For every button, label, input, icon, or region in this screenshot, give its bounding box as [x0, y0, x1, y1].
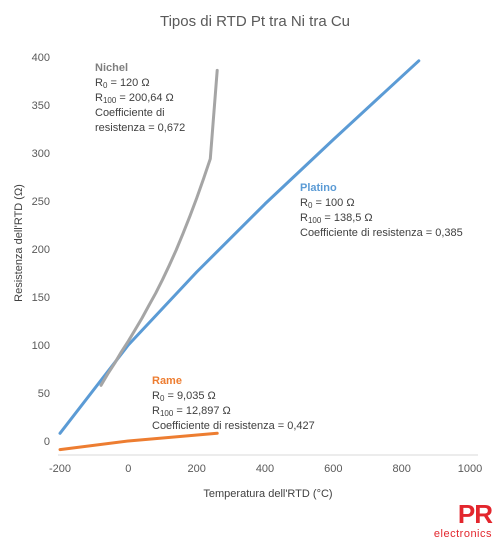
annotation-platino-r0: R0 = 100 Ω — [300, 197, 355, 210]
y-tick-label: 200 — [32, 244, 50, 256]
y-tick-label: 400 — [32, 52, 50, 64]
annotation-platino-coef: Coefficiente di resistenza = 0,385 — [300, 227, 463, 239]
x-tick-label: -200 — [49, 463, 71, 475]
x-axis-label: Temperatura dell'RTD (°C) — [203, 488, 332, 500]
y-axis-ticks: 0 50 100 150 200 250 300 350 400 — [32, 52, 50, 448]
annotation-nichel-coef-1: Coefficiente di — [95, 107, 165, 119]
annotation-rame-name: Rame — [152, 375, 182, 387]
logo-text: electronics — [433, 528, 492, 540]
annotation-platino-name: Platino — [300, 182, 337, 194]
x-tick-label: 800 — [392, 463, 410, 475]
x-tick-label: 400 — [256, 463, 274, 475]
chart-title: Tipos di RTD Pt tra Ni tra Cu — [160, 13, 350, 30]
x-tick-label: 1000 — [458, 463, 482, 475]
annotation-rame-r100: R100 = 12,897 Ω — [152, 405, 231, 418]
x-tick-label: 0 — [125, 463, 131, 475]
y-tick-label: 50 — [38, 388, 50, 400]
x-axis-ticks: -200 0 200 400 600 800 1000 — [49, 463, 482, 475]
pr-electronics-logo: PR electronics — [412, 500, 494, 544]
y-tick-label: 150 — [32, 292, 50, 304]
annotation-platino: Platino R0 = 100 Ω R100 = 138,5 Ω Coeffi… — [300, 182, 463, 239]
annotation-nichel-r100: R100 = 200,64 Ω — [95, 92, 174, 105]
annotation-rame-r0: R0 = 9,035 Ω — [152, 390, 216, 403]
x-tick-label: 600 — [324, 463, 342, 475]
x-tick-label: 200 — [187, 463, 205, 475]
annotation-nichel-name: Nichel — [95, 62, 128, 74]
logo-mark: PR — [457, 499, 493, 529]
y-tick-label: 100 — [32, 340, 50, 352]
series-line-rame — [58, 431, 219, 452]
annotation-nichel-r0: R0 = 120 Ω — [95, 77, 150, 90]
annotation-nichel-coef-2: resistenza = 0,672 — [95, 122, 185, 134]
annotation-rame: Rame R0 = 9,035 Ω R100 = 12,897 Ω Coeffi… — [152, 375, 315, 432]
y-tick-label: 300 — [32, 148, 50, 160]
y-tick-label: 0 — [44, 436, 50, 448]
annotation-platino-r100: R100 = 138,5 Ω — [300, 212, 373, 225]
y-tick-label: 350 — [32, 100, 50, 112]
series-layer — [58, 59, 421, 452]
y-axis-label: Resistenza dell'RTD (Ω) — [13, 184, 25, 302]
series-line-nichel — [99, 68, 219, 387]
annotation-rame-coef: Coefficiente di resistenza = 0,427 — [152, 420, 315, 432]
annotation-nichel: Nichel R0 = 120 Ω R100 = 200,64 Ω Coeffi… — [95, 62, 185, 134]
y-tick-label: 250 — [32, 196, 50, 208]
rtd-chart: Tipos di RTD Pt tra Ni tra Cu 0 50 100 150 2… — [13, 13, 482, 500]
